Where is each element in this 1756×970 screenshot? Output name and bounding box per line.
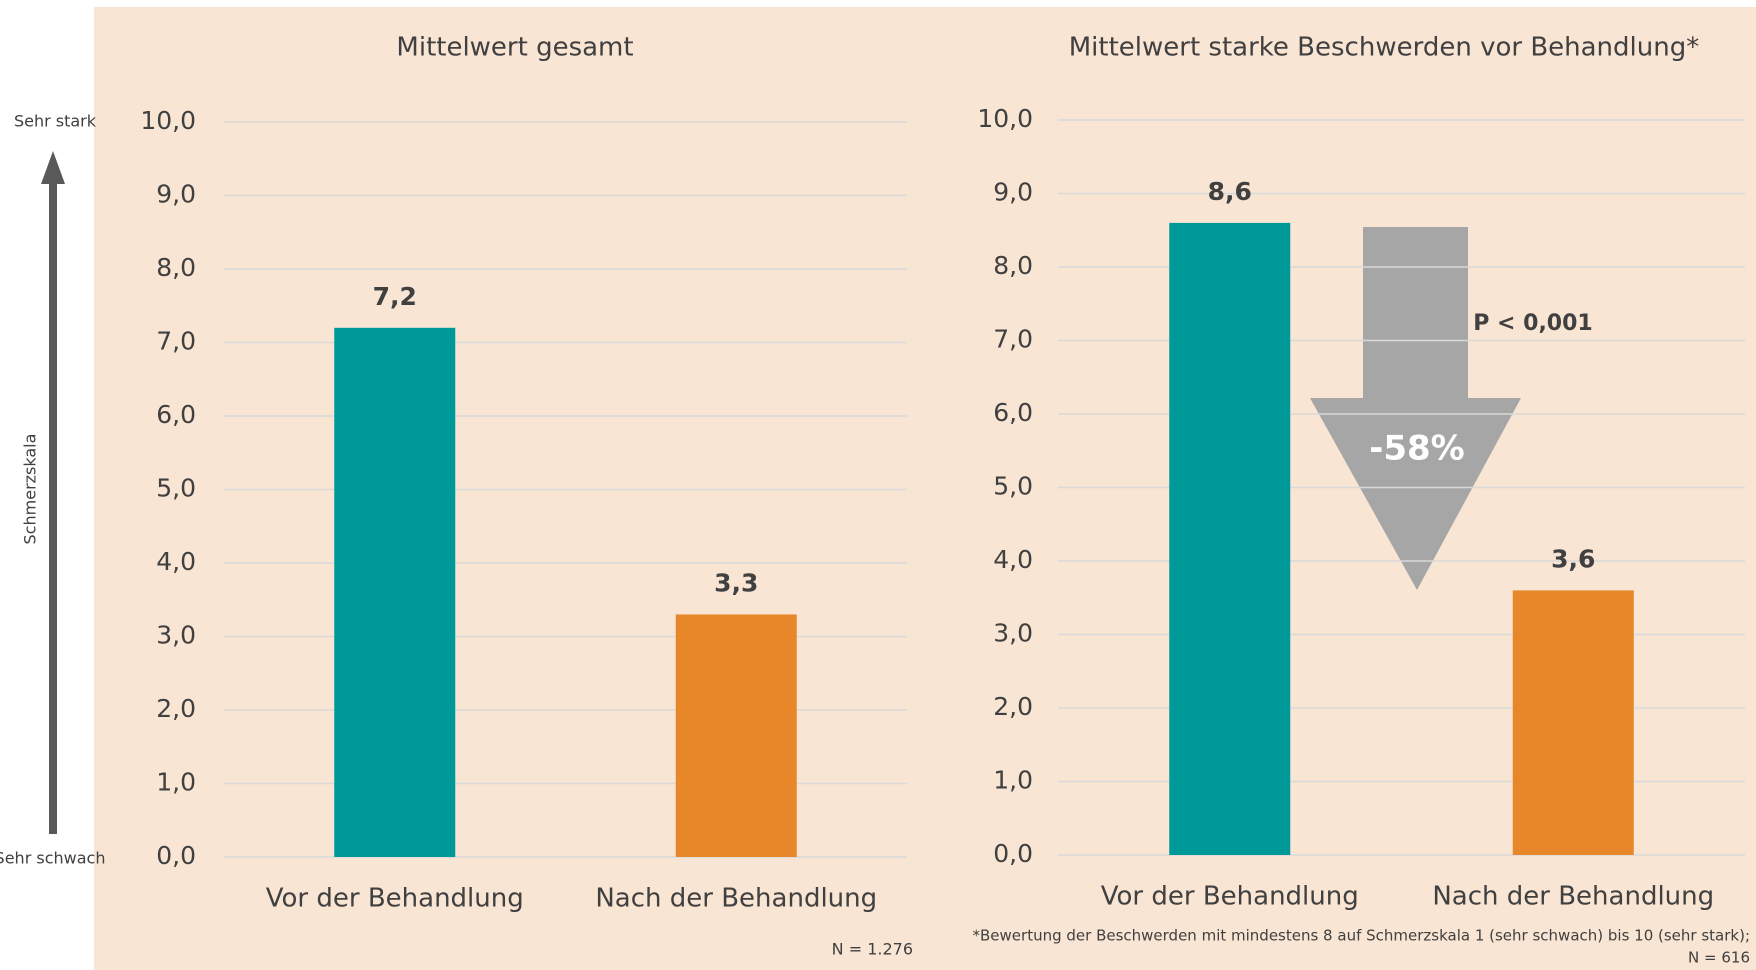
y-tick-label: 1,0	[156, 768, 196, 797]
x-tick-label: Vor der Behandlung	[1101, 882, 1359, 912]
bar	[1169, 222, 1291, 855]
y-tick-label: 4,0	[993, 545, 1033, 574]
reduction-label: -58%	[1369, 429, 1465, 469]
scale-bottom: Sehr schwach	[0, 849, 105, 868]
y-tick-label: 0,0	[993, 839, 1033, 868]
note: N = 616	[1688, 949, 1750, 967]
y-tick-label: 2,0	[156, 694, 196, 723]
value-label: 8,6	[1208, 177, 1252, 206]
p-value: P < 0,001	[1473, 311, 1592, 336]
y-tick-label: 1,0	[993, 766, 1033, 795]
bar	[334, 327, 456, 857]
chart-title: Mittelwert gesamt	[396, 33, 633, 63]
scale-top: Sehr stark	[14, 112, 97, 131]
y-tick-label: 2,0	[993, 692, 1033, 721]
y-tick-label: 3,0	[156, 621, 196, 650]
y-tick-label: 0,0	[156, 841, 196, 870]
x-tick-label: Nach der Behandlung	[595, 884, 877, 914]
value-label: 3,6	[1551, 544, 1595, 573]
y-tick-label: 9,0	[993, 178, 1033, 207]
y-tick-label: 7,0	[156, 327, 196, 356]
x-tick-label: Nach der Behandlung	[1432, 882, 1714, 912]
y-tick-label: 8,0	[993, 251, 1033, 280]
y-tick-label: 6,0	[993, 398, 1033, 427]
x-tick-label: Vor der Behandlung	[266, 884, 524, 914]
chart-title: Mittelwert starke Beschwerden vor Behand…	[1069, 33, 1699, 63]
y-tick-label: 8,0	[156, 253, 196, 282]
scale-arrow-shaft	[49, 182, 57, 834]
y-tick-label: 10,0	[977, 104, 1033, 133]
value-label: 7,2	[373, 282, 417, 311]
bar	[1512, 590, 1634, 855]
reduction-arrow	[1310, 227, 1521, 590]
y-tick-label: 7,0	[993, 325, 1033, 354]
y-tick-label: 10,0	[140, 106, 196, 135]
y-tick-label: 9,0	[156, 180, 196, 209]
y-tick-label: 5,0	[156, 474, 196, 503]
note: N = 1.276	[832, 940, 913, 959]
scale-arrow-head	[41, 151, 65, 184]
y-tick-label: 6,0	[156, 400, 196, 429]
footnote: *Bewertung der Beschwerden mit mindesten…	[973, 927, 1750, 945]
value-label: 3,3	[714, 568, 758, 597]
y-tick-label: 5,0	[993, 472, 1033, 501]
y-tick-label: 4,0	[156, 547, 196, 576]
bar	[675, 614, 797, 857]
scale-label: Schmerzskala	[21, 434, 40, 545]
y-tick-label: 3,0	[993, 619, 1033, 648]
